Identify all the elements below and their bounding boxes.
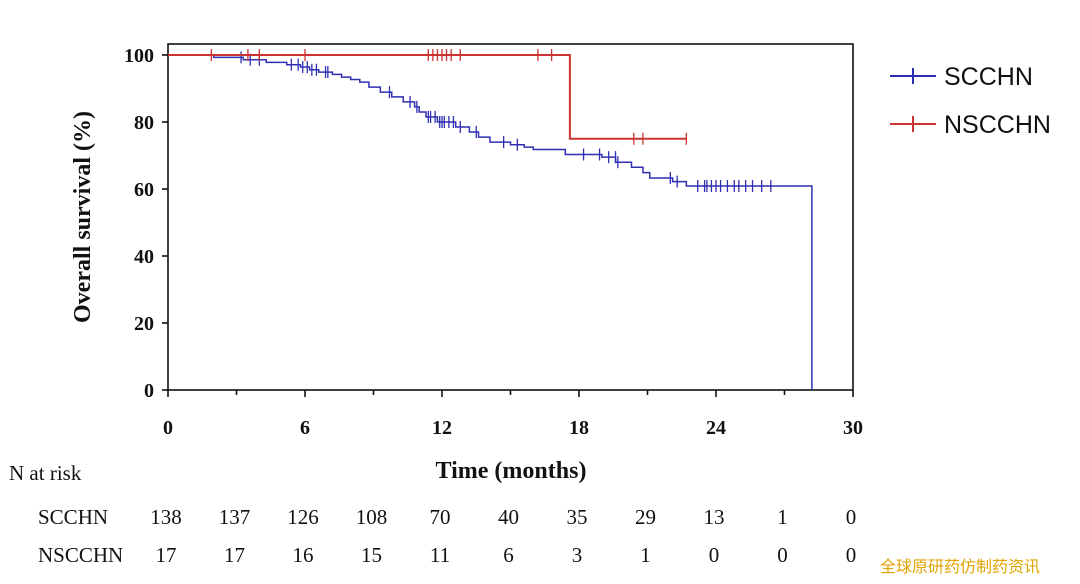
y-tick-label: 0 [144, 380, 154, 402]
legend: SCCHN NSCCHN [890, 63, 1051, 139]
legend-label: SCCHN [944, 63, 1033, 91]
risk-value: 17 [224, 543, 245, 567]
series-line-nscchn [168, 54, 687, 140]
axes: 0 20 40 60 80 100 0 6 12 18 24 30 [124, 45, 863, 439]
y-tick-label: 100 [124, 45, 154, 67]
risk-value: 0 [709, 543, 720, 567]
risk-value: 1 [640, 543, 651, 567]
y-tick-label: 20 [134, 313, 154, 335]
legend-label: NSCCHN [944, 111, 1051, 139]
x-axis-title: Time (months) [436, 458, 587, 484]
risk-value: 0 [846, 543, 857, 567]
series-line-scchn [168, 54, 813, 390]
x-tick-label: 18 [569, 417, 589, 439]
watermark: 全球原研药仿制药资讯 [880, 557, 1041, 576]
risk-row-label: NSCCHN [38, 543, 123, 567]
risk-value: 3 [572, 543, 583, 567]
x-tick-label: 30 [843, 417, 863, 439]
risk-value: 126 [287, 505, 319, 529]
risk-value: 137 [219, 505, 251, 529]
risk-value: 15 [361, 543, 382, 567]
x-tick-label: 6 [300, 417, 310, 439]
risk-table: N at risk SCCHN 138 137 126 108 70 40 35 29 13 1 0N… [9, 461, 856, 567]
x-tick-label: 12 [432, 417, 452, 439]
risk-value: 0 [846, 505, 857, 529]
y-tick-label: 40 [134, 246, 154, 268]
risk-value: 35 [567, 505, 588, 529]
risk-value: 138 [150, 505, 182, 529]
plot-frame [167, 43, 854, 391]
risk-value: 0 [777, 543, 788, 567]
risk-value: 70 [430, 505, 451, 529]
risk-value: 6 [503, 543, 514, 567]
risk-table-title: N at risk [9, 461, 82, 485]
risk-value: 16 [293, 543, 314, 567]
y-tick-label: 80 [134, 112, 154, 134]
risk-value: 40 [498, 505, 519, 529]
series-layer [168, 49, 813, 390]
risk-value: 1 [777, 505, 788, 529]
risk-value: 11 [430, 543, 450, 567]
risk-value: 29 [635, 505, 656, 529]
risk-value: 108 [356, 505, 388, 529]
risk-value: 13 [704, 505, 725, 529]
y-axis-title: Overall survival (%) [70, 111, 96, 323]
risk-value: 17 [156, 543, 177, 567]
y-tick-label: 60 [134, 179, 154, 201]
risk-row-label: SCCHN [38, 505, 108, 529]
x-tick-label: 0 [163, 417, 173, 439]
x-tick-label: 24 [706, 417, 726, 439]
